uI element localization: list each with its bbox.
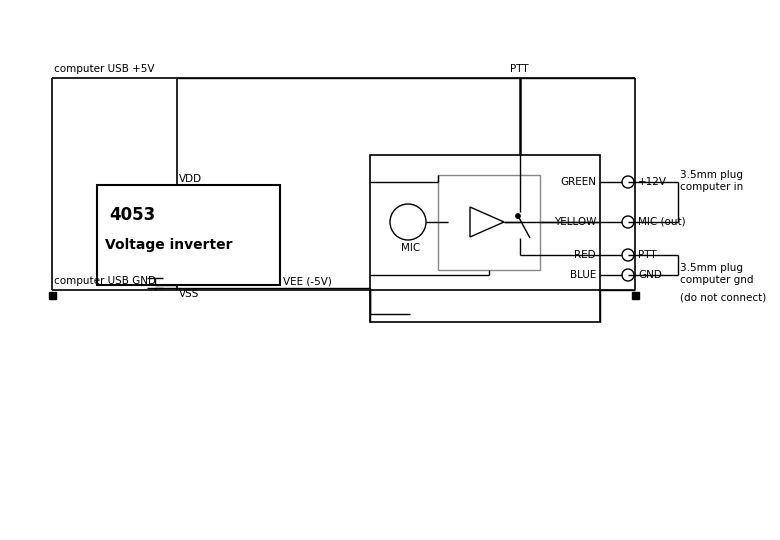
- Text: (do not connect): (do not connect): [680, 293, 766, 303]
- Text: +12V: +12V: [638, 177, 667, 187]
- Bar: [49, 292, 56, 299]
- Bar: [632, 292, 639, 299]
- Text: GREEN: GREEN: [560, 177, 596, 187]
- Text: VDD: VDD: [179, 174, 202, 184]
- Text: 4053: 4053: [109, 206, 155, 224]
- Text: YELLOW: YELLOW: [554, 217, 596, 227]
- Circle shape: [516, 213, 520, 219]
- Circle shape: [390, 204, 426, 240]
- Text: RED: RED: [574, 250, 596, 260]
- Circle shape: [622, 249, 634, 261]
- Text: PTT: PTT: [638, 250, 657, 260]
- Text: Voltage inverter: Voltage inverter: [105, 238, 232, 252]
- Bar: [97, 185, 280, 285]
- Bar: [370, 155, 600, 322]
- Circle shape: [622, 269, 634, 281]
- Text: MIC: MIC: [401, 243, 420, 253]
- Text: computer gnd: computer gnd: [680, 275, 753, 285]
- Circle shape: [622, 216, 634, 228]
- Text: BLUE: BLUE: [569, 270, 596, 280]
- Text: computer USB +5V: computer USB +5V: [54, 64, 154, 74]
- Text: VEE (-5V): VEE (-5V): [283, 277, 332, 287]
- Text: 3.5mm plug: 3.5mm plug: [680, 170, 743, 180]
- Circle shape: [622, 176, 634, 188]
- Text: MIC (out): MIC (out): [638, 217, 686, 227]
- Text: VSS: VSS: [179, 289, 200, 299]
- Text: PTT: PTT: [510, 64, 529, 74]
- Text: computer in: computer in: [680, 182, 743, 192]
- Text: 3.5mm plug: 3.5mm plug: [680, 263, 743, 273]
- Text: computer USB GND: computer USB GND: [54, 276, 156, 286]
- Polygon shape: [470, 207, 504, 237]
- Bar: [438, 175, 540, 270]
- Text: GND: GND: [638, 270, 662, 280]
